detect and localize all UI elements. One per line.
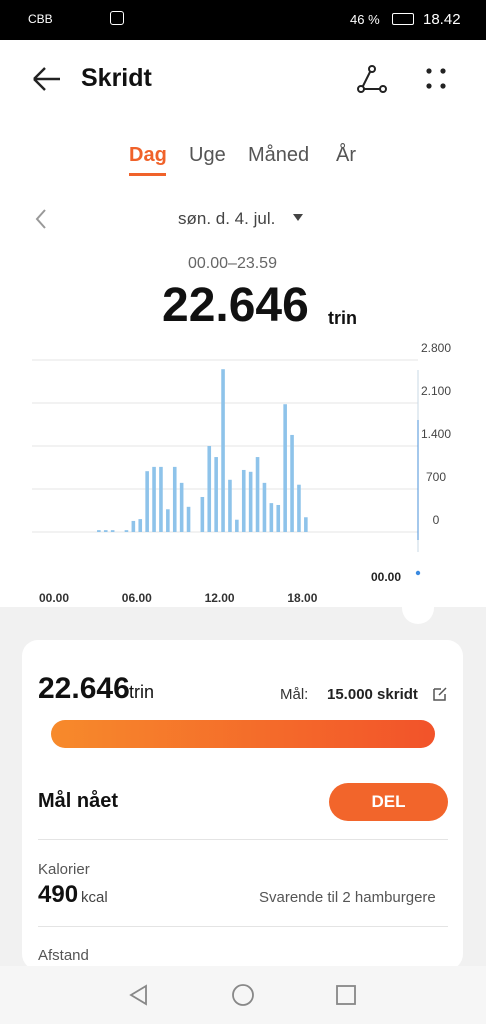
total-unit: trin [328,308,357,328]
edit-icon[interactable] [432,686,448,702]
icon [110,11,124,25]
card: 22.646 trin Mål: 15.000 skridt Mål nået … [22,640,463,970]
x-tick-label: 18.00 [287,591,317,605]
battery-text: 46 % [350,12,380,27]
bar [103,530,108,532]
goal-value: 15.000 skridt [327,686,418,703]
bar [200,496,205,532]
bar [152,466,156,532]
nav-home[interactable] [231,983,255,1007]
bar [283,404,287,532]
bar [179,482,184,532]
bar [186,506,191,532]
distance-label: Afstand [38,947,89,964]
y-tick-label: 2.100 [421,384,451,398]
bar [290,434,294,532]
cursor-label: 00.00 [371,570,401,584]
bar [241,469,246,532]
bar [269,503,274,532]
x-tick-label: 06.00 [122,591,152,605]
bar [145,471,149,532]
bar [276,504,281,532]
bar [214,457,218,532]
calories-value: 490 [38,881,79,908]
prev-button[interactable] [34,208,48,230]
y-tick-label: 0 [433,513,440,527]
clock: 18.42 [423,11,461,28]
card-total: 22.646 [38,672,130,705]
total-steps: 22.646 [162,279,309,332]
bar [172,466,177,532]
nav-bar [0,966,486,1024]
dropdown-arrow [293,214,303,221]
battery-icon [392,13,414,25]
bar [131,520,136,532]
route-button[interactable] [355,62,389,96]
bar [166,509,170,532]
bar [248,471,253,532]
bar [228,479,232,532]
tab-indicator [129,173,166,176]
y-tick-label: 1.400 [421,427,451,441]
bar [159,466,163,532]
progress-bar [51,720,435,748]
back-button[interactable] [30,64,64,94]
scroll-knob[interactable] [402,592,434,624]
page-title: Skridt [81,64,152,92]
status-bar: CBB 46 % 18.42 [0,0,486,40]
tab[interactable]: År [336,144,356,166]
x-tick-label: 00.00 [39,591,69,605]
bar [221,369,225,532]
card-unit: trin [129,682,155,702]
calories-note: Svarende til 2 hamburgere [259,889,436,906]
bar [207,446,212,532]
bar [262,482,267,532]
nav-recent[interactable] [335,984,357,1006]
calories-label: Kalorier [38,861,90,878]
date-picker[interactable]: søn. d. 4. jul. [178,209,276,228]
goal-label: Mål: [280,686,309,703]
tab[interactable]: Dag [129,144,167,166]
y-tick-label: 2.800 [421,341,451,355]
bar [297,484,301,532]
tab[interactable]: Uge [189,144,226,166]
time-range: 00.00–23.59 [188,255,277,272]
bar [124,530,129,532]
bar [97,530,101,532]
goal-reached: Mål nået [38,790,119,812]
bar [304,517,308,532]
cursor-dot [415,570,421,576]
calories-unit: kcal [81,889,108,906]
divider [38,839,448,840]
bar [255,457,260,532]
more-button[interactable] [424,66,450,92]
nav-back[interactable] [128,984,150,1006]
bar [235,519,239,532]
bar [138,519,143,532]
chart: 0 700 1.400 2.100 2.800 00.00 00.00 06.00 12.00 1… [32,341,451,605]
carrier: CBB [28,12,53,26]
tab[interactable]: Måned [248,144,310,166]
divider [38,926,448,927]
share-button[interactable]: DEL [329,783,448,821]
y-tick-label: 700 [426,470,446,484]
x-tick-label: 12.00 [205,591,235,605]
bar [110,530,115,532]
